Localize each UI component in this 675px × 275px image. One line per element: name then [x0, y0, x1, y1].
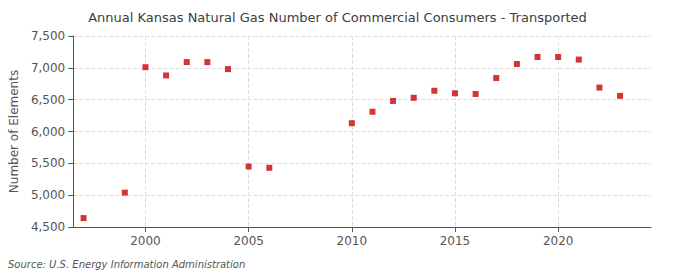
svg-text:2015: 2015: [440, 234, 471, 248]
svg-text:Annual Kansas Natural Gas Numb: Annual Kansas Natural Gas Number of Comm…: [88, 10, 587, 25]
svg-text:7,000: 7,000: [31, 61, 65, 75]
svg-text:2000: 2000: [130, 234, 161, 248]
svg-text:5,000: 5,000: [31, 188, 65, 202]
svg-text:6,500: 6,500: [31, 93, 65, 107]
svg-text:2010: 2010: [337, 234, 368, 248]
svg-text:7,500: 7,500: [31, 29, 65, 43]
svg-text:2005: 2005: [233, 234, 264, 248]
svg-text:4,500: 4,500: [31, 220, 65, 234]
svg-text:5,500: 5,500: [31, 156, 65, 170]
svg-text:Number of Elements: Number of Elements: [7, 70, 21, 193]
svg-text:2020: 2020: [543, 234, 574, 248]
svg-text:Source: U.S. Energy Informatio: Source: U.S. Energy Information Administ…: [8, 259, 245, 270]
svg-text:6,000: 6,000: [31, 125, 65, 139]
